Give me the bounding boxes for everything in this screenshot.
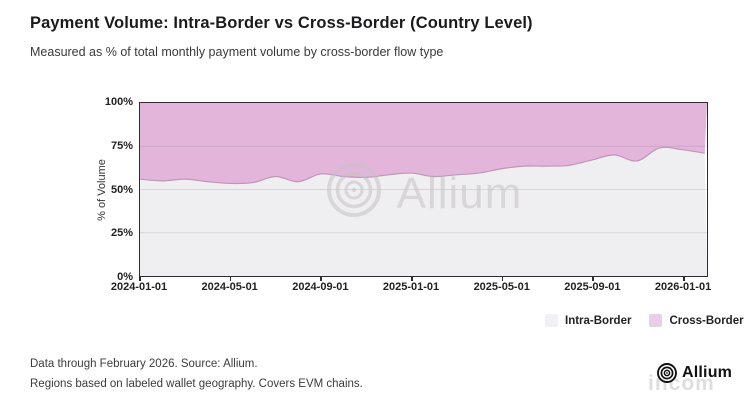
legend-item[interactable]: Cross-Border [649,314,744,327]
legend-swatch [545,314,558,327]
x-tick-mark [411,277,413,281]
footer-method-note: Regions based on labeled wallet geograph… [30,378,363,390]
y-tick-label: 75% [110,139,133,152]
x-tick-mark [229,277,232,281]
footer-source-note: Data through February 2026. Source: Alli… [30,358,258,370]
stacked-area-plot [139,102,708,277]
y-tick-label: 50% [110,183,133,196]
intra-border-area [140,147,707,276]
x-tick-mark [683,277,685,281]
legend-label: Intra-Border [565,314,632,327]
x-tick-mark [320,277,322,281]
chart-legend: Intra-Border Cross-Border [545,314,744,327]
x-tick-label: 2025-09-01 [564,281,621,293]
y-tick-label: 25% [110,227,133,240]
legend-item[interactable]: Intra-Border [545,314,631,327]
x-tick-mark [139,277,141,281]
allium-rings-icon [657,363,677,383]
page-subtitle: Measured as % of total monthly payment v… [30,45,444,59]
x-tick-label: 2024-05-01 [201,281,258,293]
y-tick-label: 0% [117,271,133,283]
legend-swatch [649,314,663,327]
cross-border-area [140,103,707,184]
x-tick-label: 2025-05-01 [473,281,530,293]
x-tick-label: 2025-01-01 [382,281,440,293]
x-tick-mark [592,277,594,281]
page-title: Payment Volume: Intra-Border vs Cross-Bo… [30,14,533,32]
x-tick-label: 2024-01-01 [110,281,168,293]
series-boundary-line [140,146,705,185]
x-tick-mark [501,277,504,281]
legend-label: Cross-Border [669,314,744,327]
area-chart-svg [140,103,707,276]
y-tick-label: 100% [104,96,133,108]
brand-logo: Allium [656,362,732,384]
x-tick-label: 2024-09-01 [292,281,349,293]
brand-name: Allium [682,364,733,381]
x-tick-label: 2026-01-01 [654,281,712,293]
